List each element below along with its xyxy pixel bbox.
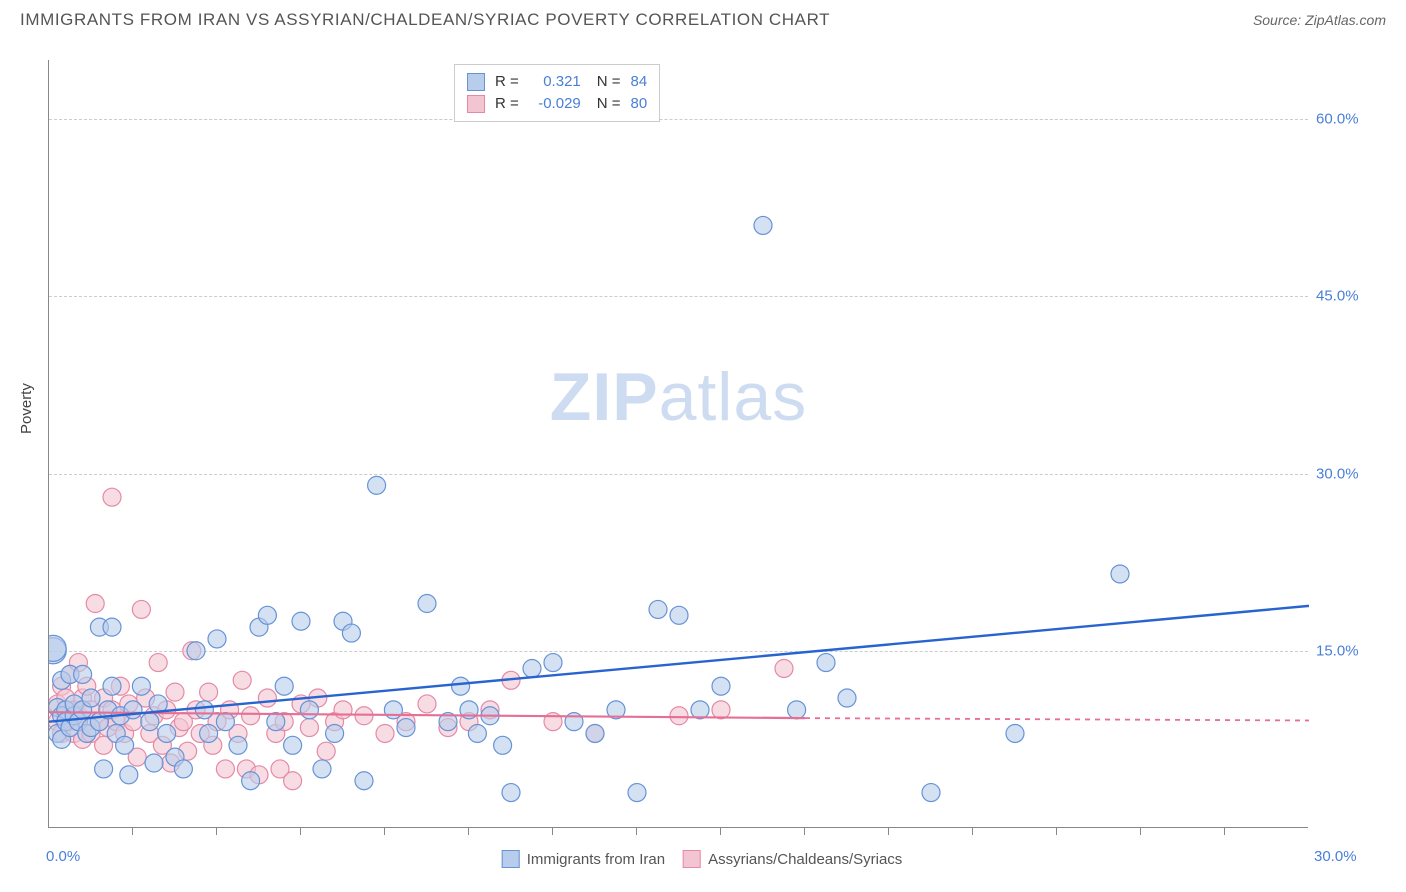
- legend-series: Immigrants from Iran Assyrians/Chaldeans…: [502, 850, 903, 868]
- legend-item-assyrian: Assyrians/Chaldeans/Syriacs: [683, 850, 902, 868]
- plot-wrap: Poverty ZIPatlas R = 0.321 N = 84 R = -0…: [48, 60, 1356, 828]
- scatter-svg: [49, 60, 1309, 828]
- plot-area: ZIPatlas R = 0.321 N = 84 R = -0.029 N =…: [48, 60, 1308, 828]
- x-axis-end: 30.0%: [1314, 848, 1357, 865]
- title-bar: IMMIGRANTS FROM IRAN VS ASSYRIAN/CHALDEA…: [0, 0, 1406, 36]
- legend-item-iran: Immigrants from Iran: [502, 850, 665, 868]
- x-tick-mark: [804, 828, 805, 835]
- x-tick-mark: [216, 828, 217, 835]
- x-tick-mark: [1224, 828, 1225, 835]
- x-tick-mark: [1140, 828, 1141, 835]
- legend-swatch-assyrian: [683, 850, 701, 868]
- x-tick-mark: [468, 828, 469, 835]
- y-axis-label: Poverty: [18, 383, 35, 434]
- x-tick-mark: [720, 828, 721, 835]
- x-tick-mark: [636, 828, 637, 835]
- chart-title: IMMIGRANTS FROM IRAN VS ASSYRIAN/CHALDEA…: [20, 10, 830, 30]
- x-tick-mark: [1056, 828, 1057, 835]
- x-tick-mark: [888, 828, 889, 835]
- y-tick-label: 45.0%: [1316, 288, 1359, 305]
- x-tick-mark: [300, 828, 301, 835]
- y-tick-label: 30.0%: [1316, 465, 1359, 482]
- x-tick-mark: [552, 828, 553, 835]
- x-tick-mark: [132, 828, 133, 835]
- source-label: Source: ZipAtlas.com: [1253, 12, 1386, 28]
- y-tick-label: 60.0%: [1316, 111, 1359, 128]
- y-tick-label: 15.0%: [1316, 642, 1359, 659]
- legend-swatch-iran: [502, 850, 520, 868]
- x-tick-mark: [384, 828, 385, 835]
- x-axis-start: 0.0%: [46, 848, 80, 865]
- x-tick-mark: [972, 828, 973, 835]
